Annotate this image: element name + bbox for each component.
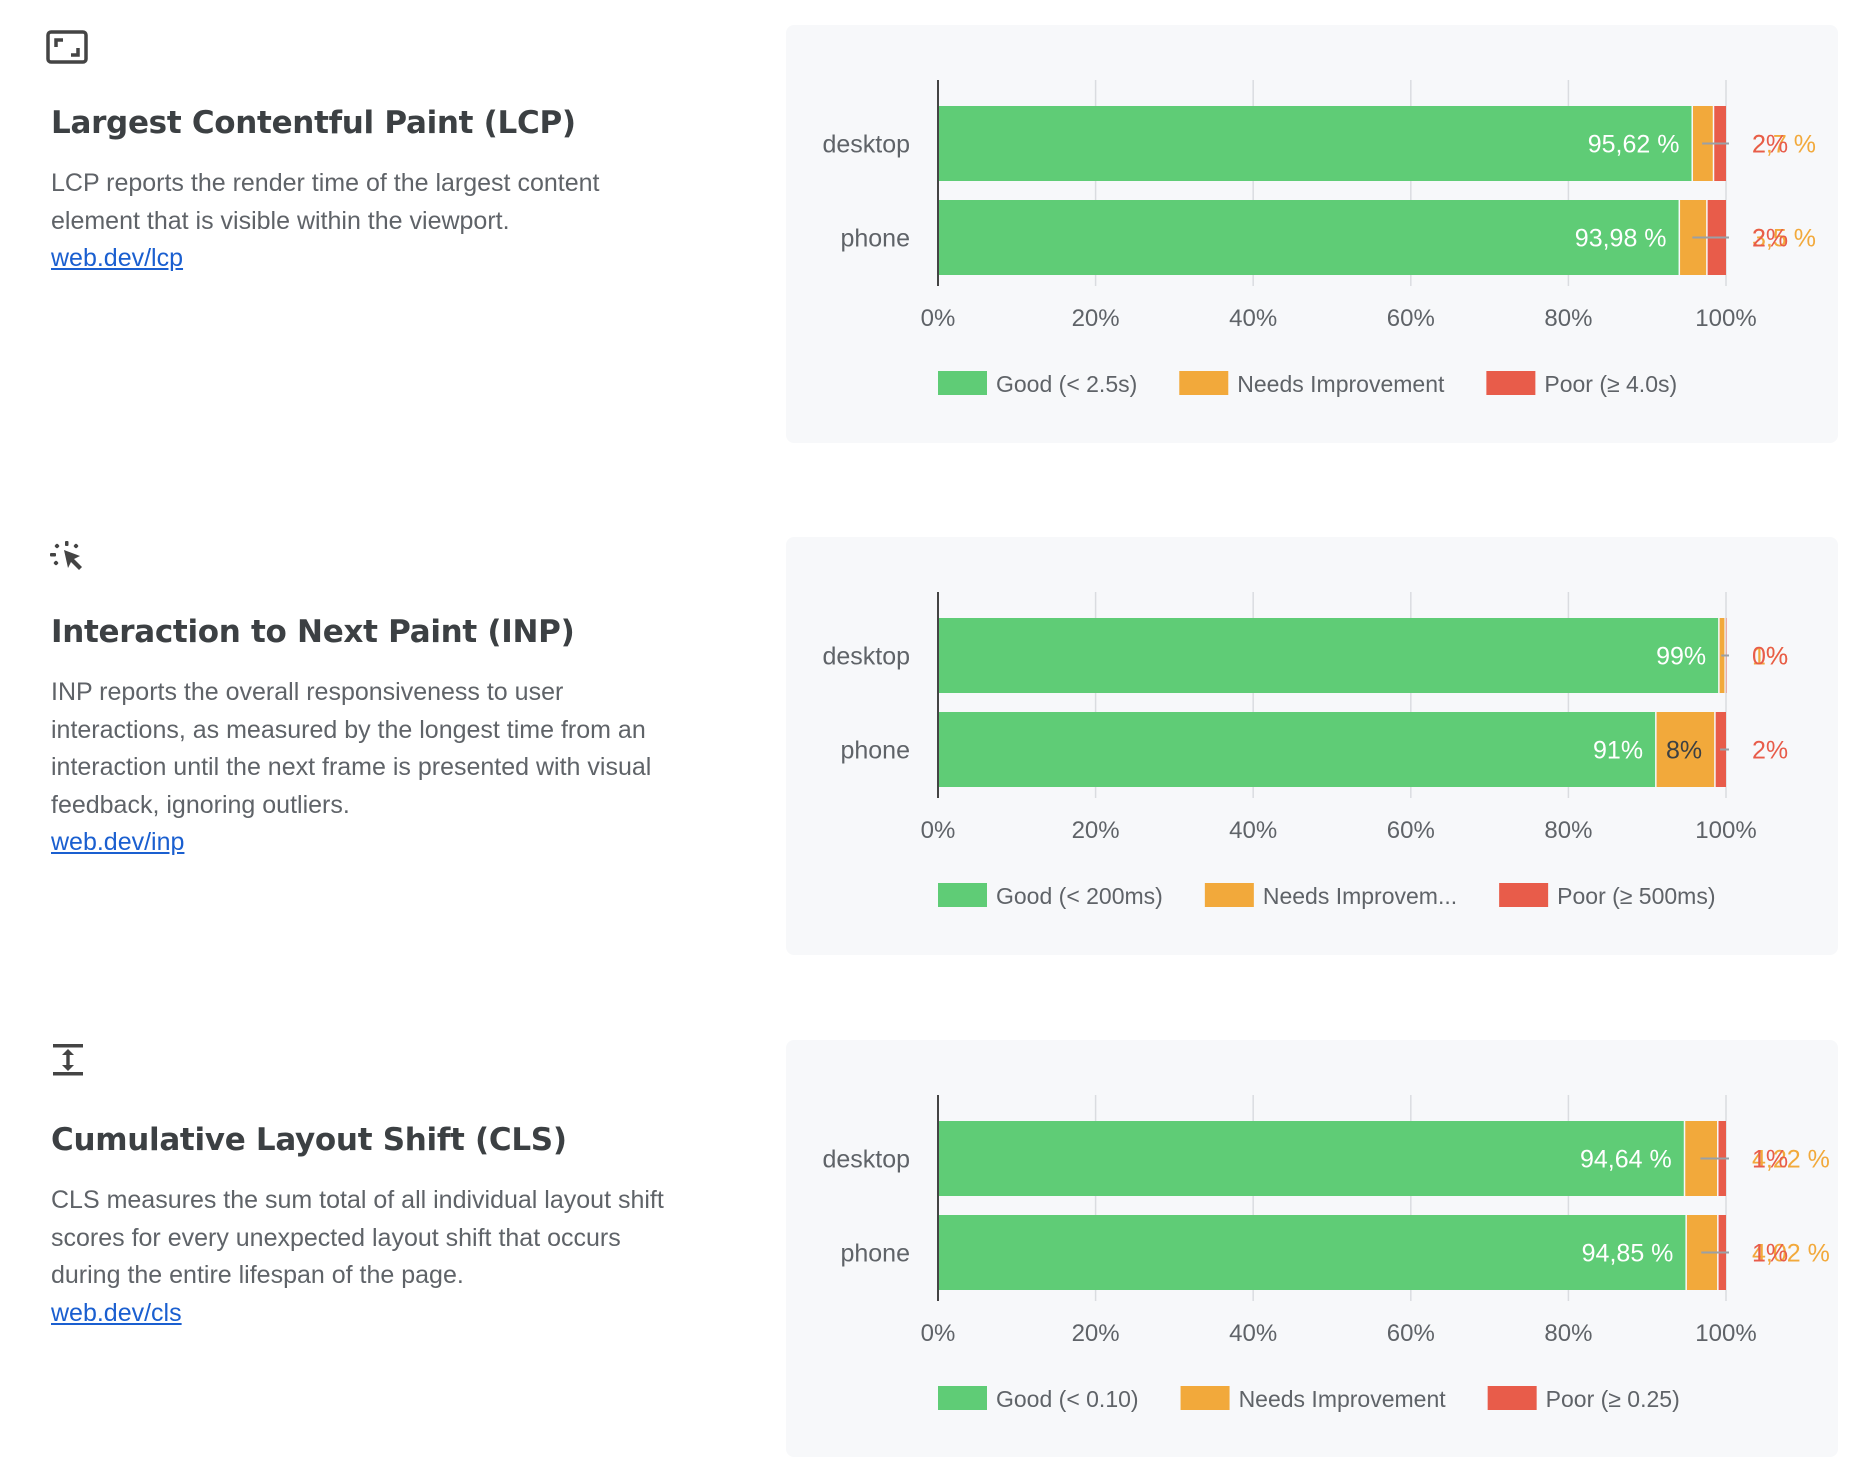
legend-swatch xyxy=(938,1386,987,1410)
fullscreen-frame-icon xyxy=(46,30,88,64)
legend-swatch xyxy=(1486,371,1536,395)
metric-description-text: CLS measures the sum total of all indivi… xyxy=(51,1186,664,1289)
bar-segment-good xyxy=(938,712,1656,787)
legend-label: Needs Improvement xyxy=(1237,371,1445,397)
category-label: desktop xyxy=(822,1146,910,1174)
x-tick-label: 60% xyxy=(1387,305,1435,332)
category-label: phone xyxy=(840,225,910,253)
data-label: 94,85 % xyxy=(1582,1240,1674,1268)
legend-label: Needs Improvem... xyxy=(1263,883,1457,909)
legend-item-poor: Poor (≥ 4.0s) xyxy=(1486,371,1677,397)
data-label-outside: 1% xyxy=(1752,1240,1788,1268)
x-tick-label: 100% xyxy=(1695,817,1756,844)
data-label-outside: 2% xyxy=(1752,225,1788,253)
cursor-click-icon xyxy=(50,541,82,570)
metric-link[interactable]: web.dev/cls xyxy=(51,1298,182,1327)
metric-description: CLS measures the sum total of all indivi… xyxy=(51,1182,671,1332)
category-label: phone xyxy=(840,737,910,765)
legend-item-good: Good (< 0.10) xyxy=(938,1386,1139,1412)
x-tick-label: 60% xyxy=(1387,817,1435,844)
legend-swatch xyxy=(1179,371,1229,395)
metric-description-text: LCP reports the render time of the large… xyxy=(51,169,600,235)
data-label: 95,62 % xyxy=(1588,131,1680,159)
x-tick-label: 40% xyxy=(1229,1320,1277,1347)
x-tick-label: 80% xyxy=(1544,1320,1592,1347)
category-label: phone xyxy=(840,1240,910,1268)
x-tick-label: 40% xyxy=(1229,817,1277,844)
metric-title: Interaction to Next Paint (INP) xyxy=(51,614,575,650)
x-tick-label: 20% xyxy=(1072,817,1120,844)
legend-swatch xyxy=(1499,883,1549,907)
legend-label: Poor (≥ 0.25) xyxy=(1546,1386,1680,1412)
legend-swatch xyxy=(938,883,987,907)
legend-item-poor: Poor (≥ 500ms) xyxy=(1499,883,1715,909)
x-tick-label: 0% xyxy=(921,817,956,844)
chart-panel-inp: 0% 20% 40% 60% 80% 100% desktop 99% 1% 0% phone 91%… xyxy=(786,537,1838,955)
x-tick-label: 20% xyxy=(1072,305,1120,332)
bar-segment-good xyxy=(938,1121,1684,1196)
legend-item-poor: Poor (≥ 0.25) xyxy=(1487,1386,1680,1412)
data-label-outside: 4,22 % xyxy=(1752,1146,1830,1174)
legend-item-needs-improvement: Needs Improvement xyxy=(1180,1386,1447,1412)
legend-item-good: Good (< 200ms) xyxy=(938,883,1163,909)
data-label-outside: 2% xyxy=(1752,131,1788,159)
x-tick-label: 0% xyxy=(921,305,956,332)
chart-lcp: 0% 20% 40% 60% 80% 100%desktop 95,62 % 2,7 %2%p… xyxy=(822,80,1816,397)
metric-description: LCP reports the render time of the large… xyxy=(51,165,671,278)
metric-description-text: INP reports the overall responsiveness t… xyxy=(51,678,652,819)
legend-label: Good (< 200ms) xyxy=(996,883,1163,909)
legend-label: Needs Improvement xyxy=(1239,1386,1447,1412)
metric-description: INP reports the overall responsiveness t… xyxy=(51,674,671,862)
bar-segment-good xyxy=(938,618,1719,693)
legend-label: Poor (≥ 500ms) xyxy=(1557,883,1715,909)
metric-link[interactable]: web.dev/inp xyxy=(51,828,185,856)
data-label: 91% xyxy=(1593,737,1643,765)
legend-label: Good (< 2.5s) xyxy=(996,371,1137,397)
data-label: 99% xyxy=(1656,643,1706,671)
chart-inp: 0% 20% 40% 60% 80% 100%desktop 99% 1%0%phone 91%… xyxy=(822,592,1788,909)
metric-title: Largest Contentful Paint (LCP) xyxy=(51,105,576,141)
legend-label: Poor (≥ 4.0s) xyxy=(1544,371,1677,397)
chart-panel-cls: 0% 20% 40% 60% 80% 100% desktop 94,64 % 4,22 % 1%… xyxy=(786,1040,1838,1457)
legend-item-needs-improvement: Needs Improvem... xyxy=(1204,883,1457,909)
data-label: 93,98 % xyxy=(1575,225,1667,253)
x-tick-label: 100% xyxy=(1695,305,1756,332)
x-tick-label: 60% xyxy=(1387,1320,1435,1347)
category-label: desktop xyxy=(822,131,910,159)
legend-swatch xyxy=(938,371,987,395)
chart-cls: 0% 20% 40% 60% 80% 100%desktop 94,64 % 4,22 %1%… xyxy=(822,1095,1830,1412)
bar-segment-good xyxy=(938,1215,1686,1290)
bar-segment-good xyxy=(938,106,1692,181)
data-label-outside: 4,02 % xyxy=(1752,1240,1830,1268)
legend-label: Good (< 0.10) xyxy=(996,1386,1139,1412)
legend-swatch xyxy=(1204,883,1254,907)
data-label: 94,64 % xyxy=(1580,1146,1672,1174)
bar-segment-needs-improvement xyxy=(1656,712,1715,787)
x-tick-label: 80% xyxy=(1544,305,1592,332)
vertical-expand-icon xyxy=(53,1044,83,1076)
data-label: 8% xyxy=(1666,737,1702,765)
x-tick-label: 40% xyxy=(1229,305,1277,332)
legend-swatch xyxy=(1487,1386,1537,1410)
category-label: desktop xyxy=(822,643,910,671)
data-label-outside: 3,5 % xyxy=(1752,225,1816,253)
data-label-outside: 0% xyxy=(1752,643,1788,671)
metric-title: Cumulative Layout Shift (CLS) xyxy=(51,1122,567,1158)
legend-swatch xyxy=(1180,1386,1230,1410)
bar-segment-good xyxy=(938,200,1679,275)
x-tick-label: 20% xyxy=(1072,1320,1120,1347)
x-tick-label: 80% xyxy=(1544,817,1592,844)
data-label-outside: 1% xyxy=(1752,1146,1788,1174)
data-label-outside: 1% xyxy=(1752,643,1788,671)
chart-panel-lcp: 0% 20% 40% 60% 80% 100% desktop 95,62 % 2,7 % 2% p… xyxy=(786,25,1838,443)
x-tick-label: 0% xyxy=(921,1320,956,1347)
legend-item-needs-improvement: Needs Improvement xyxy=(1179,371,1445,397)
data-label-outside: 2% xyxy=(1752,737,1788,765)
data-label-outside: 2,7 % xyxy=(1752,131,1816,159)
legend-item-good: Good (< 2.5s) xyxy=(938,371,1137,397)
x-tick-label: 100% xyxy=(1695,1320,1756,1347)
metric-link[interactable]: web.dev/lcp xyxy=(51,244,184,272)
